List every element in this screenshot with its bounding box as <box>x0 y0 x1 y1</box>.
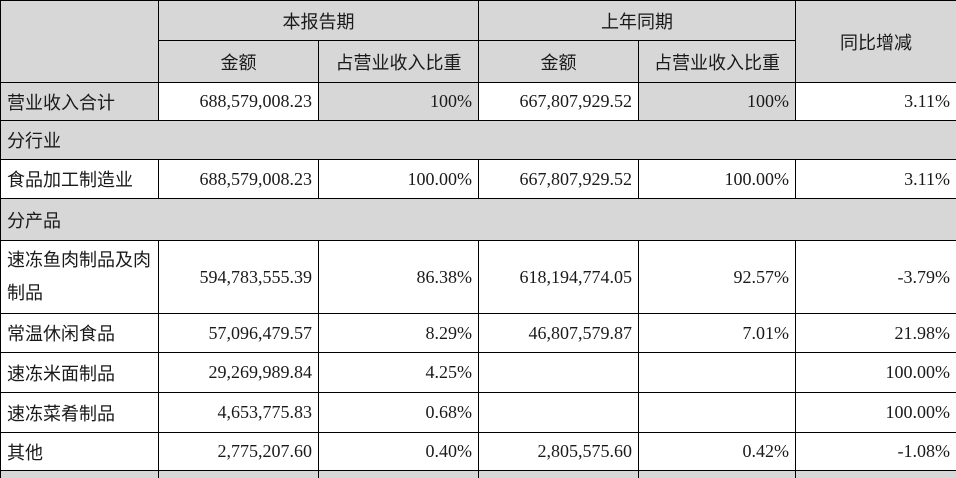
table-row-others: 其他 2,775,207.60 0.40% 2,805,575.60 0.42%… <box>0 432 956 471</box>
yoy-cell: 3.11% <box>795 82 956 121</box>
table-row-ambient-snack-food: 常温休闲食品 57,096,479.57 8.29% 46,807,579.87… <box>0 313 956 353</box>
partial-cell <box>158 470 319 478</box>
partial-cell <box>638 470 796 478</box>
current-ratio-cell: 4.25% <box>318 352 479 393</box>
yoy-cell: -3.79% <box>795 240 956 314</box>
prior-amount-cell: 667,807,929.52 <box>478 82 639 121</box>
partial-cell <box>478 470 639 478</box>
yoy-cell: 3.11% <box>795 159 956 199</box>
current-period-header: 本报告期 <box>158 0 479 41</box>
prior-ratio-header: 占营业收入比重 <box>638 40 796 83</box>
partial-cell <box>318 470 479 478</box>
row-label: 常温休闲食品 <box>0 313 159 353</box>
yoy-cell: 100.00% <box>795 392 956 433</box>
prior-ratio-cell: 100% <box>638 82 796 121</box>
current-ratio-cell: 86.38% <box>318 240 479 314</box>
row-label: 其他 <box>0 432 159 471</box>
current-ratio-cell: 100% <box>318 82 479 121</box>
current-amount-cell: 688,579,008.23 <box>158 82 319 121</box>
prior-amount-cell <box>478 352 639 393</box>
prior-amount-header: 金额 <box>478 40 639 83</box>
table-row-food-processing: 食品加工制造业 688,579,008.23 100.00% 667,807,9… <box>0 159 956 199</box>
row-label: 速冻米面制品 <box>0 352 159 393</box>
current-amount-header: 金额 <box>158 40 319 83</box>
current-amount-cell: 688,579,008.23 <box>158 159 319 199</box>
prior-amount-cell <box>478 392 639 433</box>
prior-ratio-cell: 92.57% <box>638 240 796 314</box>
current-amount-cell: 2,775,207.60 <box>158 432 319 471</box>
header-row-groups: 本报告期 上年同期 同比增减 <box>0 0 956 83</box>
prior-ratio-cell: 0.42% <box>638 432 796 471</box>
current-ratio-cell: 8.29% <box>318 313 479 353</box>
prior-amount-cell: 46,807,579.87 <box>478 313 639 353</box>
partial-cell <box>0 470 159 478</box>
table-row-frozen-rice-flour: 速冻米面制品 29,269,989.84 4.25% 100.00% <box>0 352 956 393</box>
prior-ratio-cell: 7.01% <box>638 313 796 353</box>
section-label: 分产品 <box>0 198 956 241</box>
section-row-by-industry: 分行业 <box>0 120 956 160</box>
partial-cell <box>795 470 956 478</box>
yoy-cell: 100.00% <box>795 352 956 393</box>
current-ratio-header: 占营业收入比重 <box>318 40 479 83</box>
prior-period-header: 上年同期 <box>478 0 796 41</box>
row-label: 营业收入合计 <box>0 82 159 121</box>
prior-amount-cell: 618,194,774.05 <box>478 240 639 314</box>
prior-amount-cell: 667,807,929.52 <box>478 159 639 199</box>
current-ratio-cell: 100.00% <box>318 159 479 199</box>
corner-cell <box>0 0 159 83</box>
current-ratio-cell: 0.40% <box>318 432 479 471</box>
yoy-cell: -1.08% <box>795 432 956 471</box>
partial-clipped-row <box>0 470 956 478</box>
prior-amount-cell: 2,805,575.60 <box>478 432 639 471</box>
yoy-cell: 21.98% <box>795 313 956 353</box>
table-row-frozen-fish-meat: 速冻鱼肉制品及肉制品 594,783,555.39 86.38% 618,194… <box>0 240 956 314</box>
table-row-total-revenue: 营业收入合计 688,579,008.23 100% 667,807,929.5… <box>0 82 956 121</box>
row-label: 食品加工制造业 <box>0 159 159 199</box>
section-label: 分行业 <box>0 120 956 160</box>
yoy-header: 同比增减 <box>795 0 956 83</box>
section-row-by-product: 分产品 <box>0 198 956 241</box>
row-label: 速冻菜肴制品 <box>0 392 159 433</box>
prior-ratio-cell <box>638 392 796 433</box>
current-amount-cell: 57,096,479.57 <box>158 313 319 353</box>
row-label: 速冻鱼肉制品及肉制品 <box>0 240 159 314</box>
current-amount-cell: 594,783,555.39 <box>158 240 319 314</box>
current-amount-cell: 4,653,775.83 <box>158 392 319 433</box>
prior-ratio-cell <box>638 352 796 393</box>
table-row-frozen-dishes: 速冻菜肴制品 4,653,775.83 0.68% 100.00% <box>0 392 956 433</box>
current-amount-cell: 29,269,989.84 <box>158 352 319 393</box>
header-row-subcolumns: 金额 占营业收入比重 金额 占营业收入比重 <box>1 40 956 83</box>
prior-ratio-cell: 100.00% <box>638 159 796 199</box>
current-ratio-cell: 0.68% <box>318 392 479 433</box>
